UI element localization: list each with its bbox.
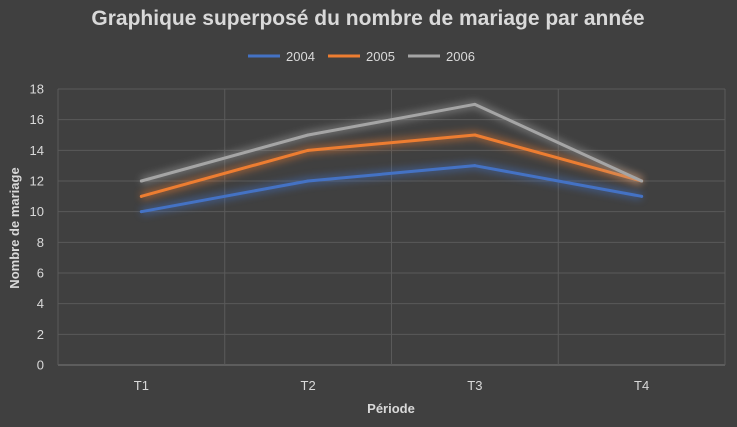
- data-point-2006: [640, 179, 644, 183]
- gridlines: [57, 88, 726, 366]
- y-tick-label: 12: [30, 174, 44, 189]
- legend-label-2005: 2005: [366, 49, 395, 64]
- data-point-2006: [306, 133, 310, 137]
- y-axis-ticks: 0 2 4 6 8 10 12 14 16 18: [30, 82, 44, 373]
- x-tick-label: T2: [301, 378, 316, 393]
- x-tick-label: T3: [467, 378, 482, 393]
- chart-title: Graphique superposé du nombre de mariage…: [91, 7, 644, 30]
- data-point-2005: [306, 148, 310, 152]
- x-tick-label: T4: [634, 378, 649, 393]
- y-tick-label: 8: [37, 235, 44, 250]
- y-tick-label: 18: [30, 82, 44, 97]
- y-tick-label: 0: [37, 358, 44, 373]
- data-point-2006: [473, 102, 477, 106]
- series-line-2004: [139, 164, 644, 214]
- y-tick-label: 16: [30, 112, 44, 127]
- y-tick-label: 14: [30, 143, 44, 158]
- series-line-2006: [139, 102, 644, 183]
- y-tick-label: 4: [37, 296, 44, 311]
- y-tick-label: 6: [37, 266, 44, 281]
- data-point-2005: [139, 194, 143, 198]
- data-point-2004: [473, 164, 477, 168]
- x-axis-title: Période: [367, 401, 415, 416]
- legend-label-2004: 2004: [286, 49, 315, 64]
- data-point-2004: [306, 179, 310, 183]
- data-point-2006: [139, 179, 143, 183]
- data-point-2004: [139, 210, 143, 214]
- y-tick-label: 10: [30, 204, 44, 219]
- y-tick-label: 2: [37, 327, 44, 342]
- series-lines: [139, 100, 644, 216]
- data-point-2005: [473, 133, 477, 137]
- legend-label-2006: 2006: [446, 49, 475, 64]
- x-tick-label: T1: [134, 378, 149, 393]
- y-axis-title: Nombre de mariage: [7, 167, 22, 288]
- x-axis-ticks: T1 T2 T3 T4: [134, 378, 649, 393]
- series-line-2005: [139, 133, 644, 198]
- data-point-2004: [640, 194, 644, 198]
- legend: 2004 2005 2006: [248, 49, 475, 64]
